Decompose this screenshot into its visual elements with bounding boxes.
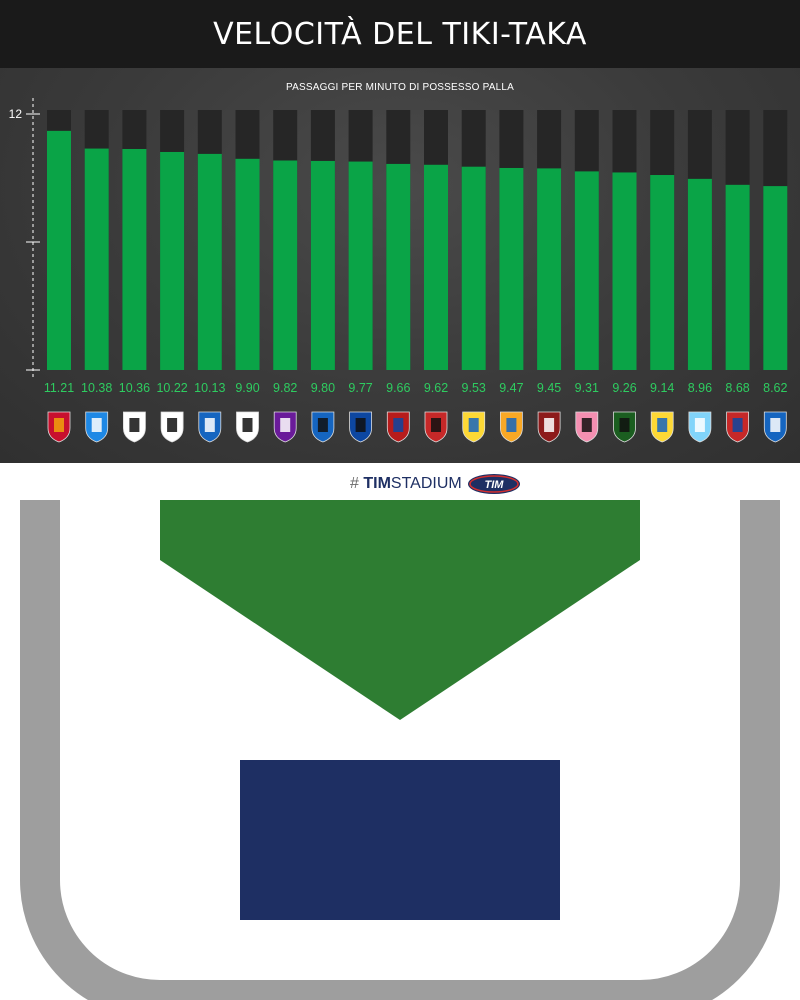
bar-cagliari	[386, 163, 411, 370]
bar-empoli	[197, 153, 222, 370]
team-crest-napoli	[85, 411, 109, 443]
team-crest-inter	[349, 411, 373, 443]
value-label: 8.62	[763, 381, 787, 395]
bars	[47, 110, 788, 370]
team-crest-torino	[537, 411, 561, 443]
team-crest-cesena	[236, 411, 259, 443]
bar-atalanta	[310, 160, 335, 370]
team-crest-genoa	[726, 411, 749, 443]
value-label: 11.21	[44, 381, 74, 395]
team-crest-sassuolo	[613, 411, 636, 443]
crest-stripe	[129, 418, 140, 432]
bar-sassuolo	[612, 172, 637, 370]
chart-title: VELOCITÀ DEL TIKI-TAKA	[213, 16, 587, 52]
bar-juventus	[122, 148, 147, 370]
team-crest-udinese	[160, 411, 184, 443]
crest-stripe	[770, 418, 781, 432]
bar-parma	[461, 166, 486, 370]
footer	[0, 463, 800, 500]
hashtag-symbol: #	[350, 475, 364, 492]
value-label: 9.45	[537, 381, 561, 395]
team-crest-fiorentina	[273, 411, 297, 443]
crest-stripe	[167, 418, 178, 432]
value-label: 10.13	[194, 381, 225, 395]
value-label: 9.80	[311, 381, 335, 395]
crest-stripe	[431, 418, 441, 432]
team-crest-palermo	[575, 411, 599, 443]
team-crest-juventus	[122, 411, 146, 443]
tim-logo-text: TIM	[485, 479, 505, 491]
crest-stripe	[317, 418, 328, 432]
value-label: 9.31	[575, 381, 599, 395]
bar-roma	[47, 130, 71, 370]
team-crest-cagliari	[386, 411, 410, 443]
value-label: 9.47	[499, 381, 523, 395]
value-label: 8.96	[688, 381, 712, 395]
value-label: 9.77	[348, 381, 372, 395]
bar-sampdoria	[763, 186, 788, 370]
crest-stripe	[393, 418, 404, 432]
bar-palermo	[574, 171, 599, 370]
value-label: 9.14	[650, 381, 674, 395]
bar-fiorentina	[273, 160, 298, 370]
team-crest-chievo	[650, 411, 674, 443]
value-label: 10.36	[119, 381, 150, 395]
crest-stripe	[54, 418, 64, 432]
crest-stripe	[91, 418, 102, 432]
hashtag-bold: TIM	[363, 475, 391, 492]
hashtag-rest: STADIUM	[390, 475, 462, 492]
bar-verona	[499, 167, 524, 370]
value-label: 8.68	[725, 381, 749, 395]
bar-genoa	[725, 184, 750, 370]
team-crest-roma	[47, 411, 71, 443]
team-crest-sampdoria	[763, 411, 787, 443]
bar-torino	[537, 168, 562, 370]
crest-stripe	[204, 418, 215, 432]
y-axis: 12	[9, 98, 40, 378]
crest-stripe	[242, 418, 253, 432]
bar-udinese	[160, 151, 185, 370]
team-crest-milan	[424, 411, 448, 443]
crest-stripe	[581, 418, 592, 432]
crest-stripe	[468, 418, 479, 432]
chart-subtitle: PASSAGGI PER MINUTO DI POSSESSO PALLA	[285, 82, 515, 93]
bar-milan	[424, 164, 448, 370]
value-label: 10.22	[156, 381, 187, 395]
crest-stripe	[732, 418, 743, 432]
value-label: 9.53	[462, 381, 486, 395]
value-label: 9.82	[273, 381, 297, 395]
team-crest-empoli	[198, 411, 222, 443]
bar-napoli	[84, 148, 109, 370]
hashtag-timstadium: # TIMSTADIUM	[350, 475, 462, 493]
bar-lazio	[687, 178, 712, 370]
crest-stripe	[280, 418, 291, 432]
value-label: 9.62	[424, 381, 448, 395]
bar-cesena	[235, 158, 260, 370]
crest-stripe	[355, 418, 366, 432]
team-logos	[47, 411, 787, 443]
bar-inter	[348, 161, 373, 370]
team-crest-parma	[462, 411, 486, 443]
crest-stripe	[657, 418, 668, 432]
value-labels: 11.21 10.38 10.36 10.22 10.13 9.90 9.82 9.80 9.7…	[44, 381, 788, 395]
bar-chievo	[650, 175, 675, 370]
value-label: 9.26	[612, 381, 636, 395]
tim-logo: TIM	[468, 474, 520, 494]
crest-stripe	[506, 418, 517, 432]
chart-header: VELOCITÀ DEL TIKI-TAKA	[0, 0, 800, 68]
team-crest-verona	[499, 411, 523, 443]
crest-stripe	[619, 418, 630, 432]
value-label: 9.66	[386, 381, 410, 395]
value-label: 9.90	[235, 381, 259, 395]
crest-stripe	[544, 418, 555, 432]
y-tick-label: 12	[9, 107, 23, 121]
bar-chart: 12 11.21 10.38 10.36 10.22 10.13 9.90 9.82 9.80…	[9, 98, 788, 443]
team-crest-atalanta	[311, 411, 335, 443]
crest-stripe	[694, 418, 705, 432]
team-crest-lazio	[688, 411, 712, 443]
value-label: 10.38	[81, 381, 112, 395]
